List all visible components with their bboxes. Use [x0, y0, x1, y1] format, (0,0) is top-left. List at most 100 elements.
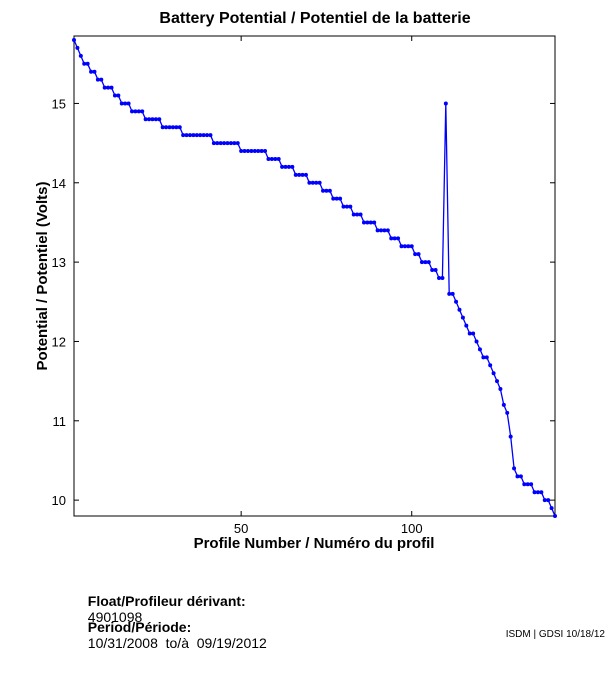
battery-series [72, 37, 557, 518]
plot-area [73, 35, 556, 517]
data-point [310, 180, 315, 185]
data-point [505, 410, 510, 415]
data-point [498, 387, 503, 392]
data-point [201, 133, 206, 138]
data-point [75, 45, 80, 50]
data-point [286, 164, 291, 169]
data-point [147, 117, 152, 122]
data-point [341, 204, 346, 209]
data-point [181, 133, 186, 138]
data-point [518, 474, 523, 479]
data-point [95, 77, 100, 82]
data-point [515, 474, 520, 479]
data-point [280, 164, 285, 169]
data-point [133, 109, 138, 114]
data-point [331, 196, 336, 201]
data-point [450, 291, 455, 296]
data-point [368, 220, 373, 225]
y-tick-label: 12 [52, 334, 66, 349]
data-point [235, 141, 240, 146]
data-point [129, 109, 134, 114]
data-point [546, 498, 551, 503]
data-point [467, 331, 472, 336]
data-point [300, 172, 305, 177]
data-point [437, 275, 442, 280]
period-label: Period/Période: [87, 619, 192, 635]
data-point [402, 244, 407, 249]
data-point [208, 133, 213, 138]
data-point [464, 323, 469, 328]
data-point [522, 482, 527, 487]
data-point [136, 109, 141, 114]
data-point [423, 260, 428, 265]
data-point [471, 331, 476, 336]
data-point [433, 268, 438, 273]
data-point [150, 117, 155, 122]
y-tick-label: 11 [53, 414, 67, 429]
data-point [532, 490, 537, 495]
data-point [215, 141, 220, 146]
data-point [283, 164, 288, 169]
data-point [187, 133, 192, 138]
data-point [239, 149, 244, 154]
data-point [297, 172, 302, 177]
data-point [355, 212, 360, 217]
data-point [539, 490, 544, 495]
data-point [358, 212, 363, 217]
data-point [194, 133, 199, 138]
data-point [290, 164, 295, 169]
data-point [109, 85, 114, 90]
data-point [82, 61, 87, 66]
data-point [484, 355, 489, 360]
data-point [245, 149, 250, 154]
data-point [242, 149, 247, 154]
data-point [276, 156, 281, 161]
data-point [379, 228, 384, 233]
y-tick-label: 14 [52, 176, 66, 191]
data-point [430, 268, 435, 273]
data-point [153, 117, 158, 122]
x-tick-label: 100 [401, 521, 423, 536]
data-point [140, 109, 145, 114]
data-point [409, 244, 414, 249]
data-point [256, 149, 261, 154]
data-point [474, 339, 479, 344]
data-point [273, 156, 278, 161]
data-point [218, 141, 223, 146]
credit-stamp: ISDM | GDSI 10/18/12 [505, 629, 605, 640]
float-value: 4901098 [87, 609, 143, 625]
data-point [495, 379, 500, 384]
data-point [263, 149, 268, 154]
data-point [491, 371, 496, 376]
period-value: 10/31/2008 to/à 09/19/2012 [87, 635, 267, 651]
data-point [314, 180, 319, 185]
data-point [351, 212, 356, 217]
data-point [508, 434, 513, 439]
data-point [542, 498, 547, 503]
data-point [232, 141, 237, 146]
x-axis-ticks: 50 100 [234, 36, 423, 536]
data-point [164, 125, 169, 130]
data-point [85, 61, 90, 66]
data-point [184, 133, 189, 138]
data-point [361, 220, 366, 225]
data-point [406, 244, 411, 249]
data-point [324, 188, 329, 193]
data-point [157, 117, 162, 122]
data-point [440, 275, 445, 280]
data-point [198, 133, 203, 138]
data-point [72, 37, 76, 42]
data-point [512, 466, 517, 471]
data-point [143, 117, 148, 122]
data-point [385, 228, 390, 233]
data-point [126, 101, 131, 106]
data-point [460, 315, 465, 320]
data-point [454, 299, 459, 304]
y-tick-label: 15 [52, 96, 66, 111]
y-axis-ticks: 10 11 12 13 14 15 [52, 96, 555, 508]
data-point [447, 291, 452, 296]
data-point [269, 156, 274, 161]
data-point [252, 149, 257, 154]
data-point [413, 252, 418, 257]
